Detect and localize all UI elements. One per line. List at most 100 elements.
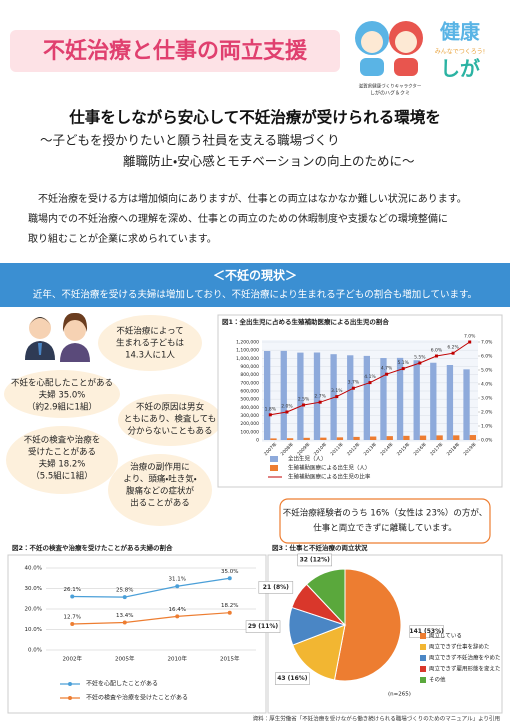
pie-slice	[305, 568, 346, 627]
line-marker	[385, 372, 389, 376]
pie-slice	[292, 624, 346, 681]
mascot-caption: しがのハグ＆クミ	[370, 90, 410, 97]
pie-slice	[333, 568, 402, 682]
intro-line: 取り組むことが企業に求められています。	[28, 232, 217, 245]
line-marker	[70, 594, 75, 599]
bar	[446, 364, 454, 440]
y-tick-label: 1,100,000	[236, 348, 259, 354]
y-tick-label: 30.0%	[25, 586, 42, 592]
legend-swatch	[68, 696, 72, 700]
subline: 離職防止・安心感とモチベーションの向上のために～	[123, 154, 415, 169]
bubble-text: 生まれる子どもは	[116, 338, 185, 349]
title-banner	[10, 30, 340, 72]
logo-text: しが	[440, 57, 480, 81]
label-box	[409, 625, 444, 638]
data-label: 2.0%	[281, 404, 293, 410]
subline: ～子どもを授かりたいと願う社員を支える職場づくり	[40, 133, 340, 148]
data-label: 2.7%	[314, 394, 326, 400]
line-marker	[468, 340, 472, 344]
data-label: 3.1%	[331, 388, 343, 394]
line-marker	[122, 595, 127, 600]
bar	[270, 438, 277, 440]
x-tick-label: 2015年	[220, 655, 240, 663]
bubble-text: （約2.9組に1組）	[27, 402, 97, 413]
callout-box	[279, 498, 491, 544]
legend-swatch	[270, 465, 278, 471]
data-label: 21 (8%)	[263, 584, 289, 591]
line-marker	[368, 381, 372, 385]
bar	[363, 355, 370, 440]
bubble-text: より、頭痛・吐き気・	[123, 474, 196, 485]
y-tick-label: 300,000	[240, 413, 259, 419]
bubble-text: 分からないこともある	[127, 427, 212, 437]
data-label: 5.1%	[398, 360, 410, 366]
data-label: 2.5%	[298, 397, 310, 403]
legend-swatch	[420, 677, 426, 683]
bar	[453, 435, 460, 440]
legend-label: 両立できず仕事を辞めた	[429, 643, 490, 651]
y2-tick-label: 0.0%	[481, 438, 493, 444]
data-label: 26.1%	[64, 587, 81, 593]
bar	[320, 437, 327, 440]
y-tick-label: 800,000	[240, 372, 259, 378]
bar	[469, 435, 477, 440]
bubble-text: 不妊の検査や治療を	[24, 435, 101, 446]
y-tick-label: 10.0%	[25, 627, 42, 633]
y-tick-label: 0	[256, 438, 259, 444]
y-tick-label: 1,200,000	[236, 340, 259, 346]
bubble-text: 不妊の原因は男女	[136, 402, 205, 413]
line-marker	[175, 584, 180, 589]
bar	[419, 435, 427, 440]
bar	[386, 436, 393, 440]
bubble-text: 出ることがある	[130, 498, 190, 509]
bar	[313, 352, 321, 440]
bar	[380, 358, 387, 440]
bar	[436, 435, 443, 440]
bar	[286, 438, 294, 440]
logo-text: 健康	[439, 20, 480, 44]
legend-swatch	[420, 633, 426, 639]
bar	[396, 357, 404, 440]
data-label: 5.5%	[414, 355, 426, 361]
figure2-frame	[7, 554, 267, 714]
legend-label: その他	[429, 676, 446, 684]
y-tick-label: 600,000	[240, 389, 259, 395]
bar	[303, 437, 310, 440]
bubble-text: 14.3人に1人	[125, 351, 175, 361]
y-tick-label: 700,000	[240, 380, 259, 386]
figure-title: 図3：仕事と不妊治療の両立状況	[272, 543, 368, 552]
x-tick-label: 2005年	[115, 655, 135, 663]
label-box	[275, 672, 310, 685]
data-label: 43 (16%)	[277, 675, 308, 682]
y2-tick-label: 5.0%	[481, 368, 493, 374]
bar	[353, 436, 360, 440]
line-marker	[285, 410, 289, 414]
line-marker	[318, 400, 322, 404]
legend-swatch	[270, 456, 278, 462]
headline: 仕事をしながら安心して不妊治療が受けられる環境を	[68, 108, 441, 127]
callout-text: 仕事と両立できずに離職しています。	[313, 523, 456, 534]
line-marker	[227, 610, 232, 615]
data-label: 6.0%	[431, 348, 443, 354]
mascot-caption: 滋賀県健康づくりキャラクター	[359, 83, 422, 90]
source-note: 資料：厚生労働省「不妊治療を受けながら働き続けられる職場づくりのためのマニュアル…	[253, 715, 500, 723]
y-tick-label: 100,000	[240, 429, 259, 435]
legend-label: 生殖補助医療による出生児の比率	[288, 473, 371, 481]
bubble-text: 不妊を心配したことがある	[11, 378, 113, 389]
data-label: 25.8%	[116, 588, 133, 594]
line-marker	[451, 351, 455, 355]
mascots	[355, 21, 423, 76]
y2-tick-label: 2.0%	[481, 410, 493, 416]
people-icons	[25, 312, 90, 362]
data-label: 3.7%	[348, 380, 360, 386]
intro-line: 不妊治療を受ける方は増加傾向にありますが、仕事との両立はなかなか難しい状況にあり…	[28, 192, 467, 205]
legend-label: 全出生児（人）	[288, 455, 327, 463]
section-subtitle: 近年、不妊治療を受ける夫婦は増加しており、不妊治療により生まれる子どもの割合も増…	[33, 289, 477, 301]
chart-note: (n=265)	[388, 692, 411, 698]
data-label: 18.2%	[221, 603, 238, 609]
line-marker	[268, 413, 272, 417]
label-box	[258, 581, 294, 594]
line-marker	[418, 361, 422, 365]
y2-tick-label: 3.0%	[481, 396, 493, 402]
